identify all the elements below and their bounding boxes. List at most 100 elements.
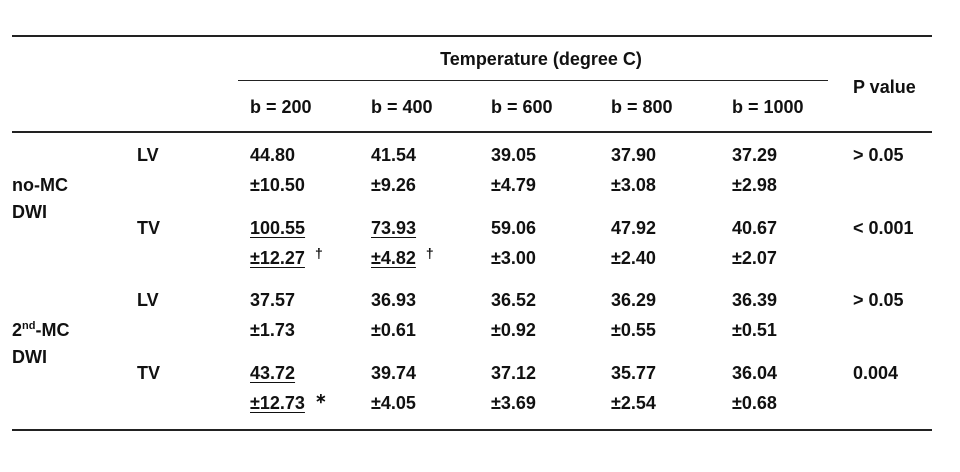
sd: ±10.50 [250,175,305,195]
mean: 39.05 [491,145,537,165]
sd: ±2.98 [732,175,777,195]
sd-value: ±4.05 [371,392,416,414]
sd: ±12.27 [250,248,305,268]
mean: 37.12 [491,363,537,383]
mean-value: 36.29 [611,289,656,311]
sd-value: ±0.55 [611,319,656,341]
sd: ±4.05 [371,393,416,413]
sd-value: ±4.79 [491,174,536,196]
sd-value: ±0.68 [732,392,777,414]
mean-value: 100.55 [250,217,305,239]
mean-value: 36.04 [732,362,777,384]
sd-value: ±4.82 † [371,245,434,269]
mean-value: 73.93 [371,217,416,239]
sd: ±4.82 [371,248,416,268]
sd-value: ±2.98 [732,174,777,196]
sd: ±3.00 [491,248,536,268]
significance-mark: † [425,245,434,261]
sd-value: ±2.40 [611,247,656,269]
sd-value: ±2.07 [732,247,777,269]
p-title: P value [853,77,916,97]
mean: 37.29 [732,145,778,165]
sd-value: ±0.51 [732,319,777,341]
mean: 41.54 [371,145,417,165]
mean: 39.74 [371,363,417,383]
mean-value: 37.90 [611,144,656,166]
sd-value: ±12.73 ∗ [250,390,327,414]
top-rule [12,35,932,37]
label-part: no-MC [12,175,68,195]
mean: 40.67 [732,218,778,238]
mean-value: 37.29 [732,144,777,166]
mean: 37.57 [250,290,296,310]
sd-value: ±3.00 [491,247,536,269]
mean-value: 39.74 [371,362,416,384]
group-rule [238,80,828,81]
column-header: b = 200 [250,97,312,117]
mean: 47.92 [611,218,657,238]
group-label: 2nd-MC [12,319,69,341]
column-header: b = 800 [611,97,673,117]
column-header: b = 400 [371,97,433,117]
p-value: > 0.05 [853,290,904,310]
mean: 36.93 [371,290,417,310]
mean-value: 40.67 [732,217,777,239]
sd: ±0.61 [371,320,416,340]
p-value: > 0.05 [853,145,904,165]
row-label: LV [137,145,159,165]
row-label: TV [137,363,161,383]
p-value: 0.004 [853,363,899,383]
sd: ±9.26 [371,175,416,195]
mean: 35.77 [611,363,657,383]
mean: 36.52 [491,290,537,310]
row-label: LV [137,290,159,310]
mean-value: 37.12 [491,362,536,384]
mean-value: 41.54 [371,144,416,166]
mean: 73.93 [371,218,417,238]
superscript: nd [22,320,36,332]
mean-value: 37.57 [250,289,295,311]
sd-value: ±0.92 [491,319,536,341]
label-part: DWI [12,202,47,222]
sd-value: ±0.61 [371,319,416,341]
column-header: b = 600 [491,97,553,117]
mean-value: 47.92 [611,217,656,239]
group-title: Temperature (degree C) [440,49,642,69]
significance-mark: ∗ [314,390,327,406]
mean-value: 43.72 [250,362,295,384]
sd-value: ±2.54 [611,392,656,414]
sd-value: ±12.27 † [250,245,323,269]
mean-value: 35.77 [611,362,656,384]
sd: ±2.54 [611,393,656,413]
mean: 100.55 [250,218,306,238]
row-label: TV [137,218,161,238]
sd-value: ±10.50 [250,174,305,196]
mean: 36.29 [611,290,657,310]
group-label: DWI [12,201,47,223]
mean-value: 59.06 [491,217,536,239]
sd-value: ±3.69 [491,392,536,414]
bottom-rule [12,429,932,431]
sd-value: ±9.26 [371,174,416,196]
mean: 43.72 [250,363,296,383]
mean: 36.39 [732,290,778,310]
mean-value: 44.80 [250,144,295,166]
mean-value: 36.93 [371,289,416,311]
sd: ±0.55 [611,320,656,340]
mean: 59.06 [491,218,537,238]
mean: 36.04 [732,363,778,383]
significance-mark: † [314,245,323,261]
mean: 44.80 [250,145,296,165]
sd: ±3.69 [491,393,536,413]
sd: ±4.79 [491,175,536,195]
mean-value: 36.39 [732,289,777,311]
sd: ±12.73 [250,393,305,413]
sd: ±0.68 [732,393,777,413]
sd: ±2.40 [611,248,656,268]
group-label: DWI [12,346,47,368]
group-label: no-MC [12,174,68,196]
sd: ±1.73 [250,320,295,340]
label-part: 2 [12,320,23,340]
sd-value: ±3.08 [611,174,656,196]
